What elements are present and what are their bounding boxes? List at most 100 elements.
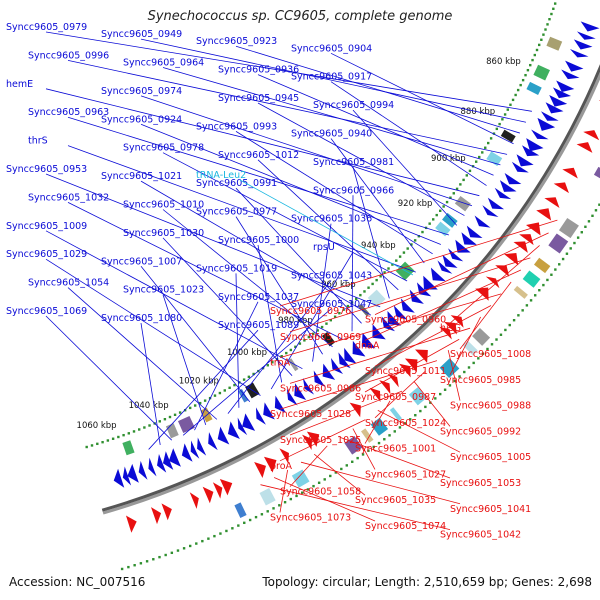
backbone-outer <box>102 71 600 515</box>
guide-ring-dot <box>484 146 487 149</box>
guide-ring-dot <box>459 183 462 186</box>
guide-ring-dot <box>367 449 370 452</box>
forward-leader-line <box>140 266 251 402</box>
guide-ring-dot <box>283 501 287 504</box>
guide-ring-dot <box>533 53 536 57</box>
genome-stats-label: Topology: circular; Length: 2,510,659 bp… <box>262 575 592 589</box>
forward-leader-line <box>67 60 508 155</box>
reverse-gene-label: hisG <box>440 323 461 334</box>
guide-ring-dot <box>375 278 378 282</box>
forward-gene-label: Syncc9605_0924 <box>101 114 182 125</box>
reverse-gene-label: Syncc9605_1035 <box>355 495 436 506</box>
forward-leader-line <box>352 166 390 299</box>
forward-leader-line <box>351 195 354 332</box>
forward-gene-label: Syncc9605_0923 <box>196 36 277 47</box>
forward-leader-line <box>257 74 494 176</box>
guide-ring-dot <box>182 547 186 550</box>
forward-gene-label: Syncc9605_0964 <box>123 58 204 69</box>
reverse-gene <box>415 349 428 363</box>
forward-leader-line <box>235 187 362 324</box>
guide-ring-dot <box>312 332 315 335</box>
guide-ring-dot <box>569 247 572 250</box>
reverse-gene <box>553 182 569 194</box>
forward-gene-label: Syncc9605_0981 <box>313 157 394 168</box>
forward-leader-line <box>330 81 487 186</box>
backbone-inner <box>101 63 600 512</box>
guide-ring-dot <box>372 445 375 449</box>
guide-ring-dot <box>325 322 328 325</box>
forward-leader-line <box>182 308 332 436</box>
reverse-gene-label: Syncc9605_1073 <box>270 512 351 523</box>
guide-ring-dot <box>213 534 216 538</box>
guide-ring-dot <box>317 481 321 484</box>
guide-ring-dot <box>521 78 525 82</box>
guide-ring-dot <box>387 267 390 270</box>
guide-ring-dot <box>514 93 517 97</box>
guide-ring-dot <box>419 409 422 413</box>
guide-ring-dot <box>152 558 155 561</box>
guide-ring-dot <box>342 308 345 311</box>
kbp-tick-label: 1000 kbp <box>227 348 267 358</box>
forward-gene-label: Syncc9605_1007 <box>101 256 182 267</box>
forward-leader-line <box>67 202 343 340</box>
reverse-leader-line <box>279 293 502 358</box>
guide-ring-dot <box>531 58 534 62</box>
forward-gene-label: Syncc9605_0953 <box>6 164 87 175</box>
forward-gene-label: Syncc9605_1047 <box>291 299 372 310</box>
reverse-gene <box>369 387 381 403</box>
guide-ring-dot <box>193 404 197 407</box>
trna-leader-line <box>239 179 414 276</box>
guide-ring-dot <box>379 275 382 278</box>
reverse-leader-line <box>260 484 451 530</box>
guide-ring-dot <box>280 354 283 358</box>
forward-gene-label: Syncc9605_1037 <box>218 292 299 303</box>
guide-ring-dot <box>478 155 481 159</box>
reverse-gene <box>475 287 489 301</box>
reverse-gene <box>263 456 277 473</box>
reverse-leader-line <box>279 219 558 307</box>
forward-gene <box>580 21 600 32</box>
guide-ring-dot <box>474 160 478 163</box>
forward-leader-line <box>140 123 441 245</box>
guide-ring-dot <box>591 214 594 218</box>
guide-ring-dot <box>448 384 452 387</box>
feature-block <box>558 217 579 239</box>
forward-gene <box>400 298 415 313</box>
reverse-leader-line <box>340 437 451 479</box>
forward-gene <box>556 80 575 92</box>
feature-block <box>442 212 458 228</box>
guide-ring-dot <box>173 413 177 416</box>
guide-ring-dot <box>414 414 417 417</box>
guide-ring-dot <box>463 370 466 374</box>
guide-ring-dot <box>168 415 172 419</box>
forward-gene-label: Syncc9605_0977 <box>196 207 277 218</box>
guide-ring-dot <box>295 494 298 498</box>
forward-leader-line <box>140 95 473 207</box>
forward-gene-label: Syncc9605_1089 <box>218 320 299 331</box>
forward-gene <box>217 426 230 445</box>
feature-block <box>435 221 451 237</box>
forward-gene-label: Syncc9605_0993 <box>196 121 277 132</box>
guide-ring-dot <box>503 113 507 116</box>
forward-leader-line <box>227 280 332 414</box>
reverse-gene <box>302 434 313 450</box>
forward-gene-label: Syncc9605_0991 <box>196 178 277 189</box>
feature-block <box>367 289 386 308</box>
forward-gene-label: Syncc9605_1009 <box>6 221 87 232</box>
forward-gene-label: Syncc9605_1021 <box>101 171 182 182</box>
reverse-gene-label: Syncc9605_1028 <box>270 409 351 420</box>
guide-ring-dot <box>356 456 359 460</box>
reverse-gene-label: Syncc9605_1024 <box>365 418 446 429</box>
forward-gene <box>526 138 544 152</box>
forward-gene <box>127 463 139 483</box>
reverse-gene <box>583 130 600 141</box>
guide-ring-dot <box>183 409 187 412</box>
guide-ring-dot <box>525 304 529 307</box>
forward-gene <box>255 407 266 425</box>
guide-ring-dot <box>158 555 161 559</box>
accession-label: Accession: NC_007516 <box>9 575 146 589</box>
guide-ring-dot <box>587 220 591 223</box>
guide-ring-dot <box>237 524 240 527</box>
forward-gene <box>537 117 556 131</box>
